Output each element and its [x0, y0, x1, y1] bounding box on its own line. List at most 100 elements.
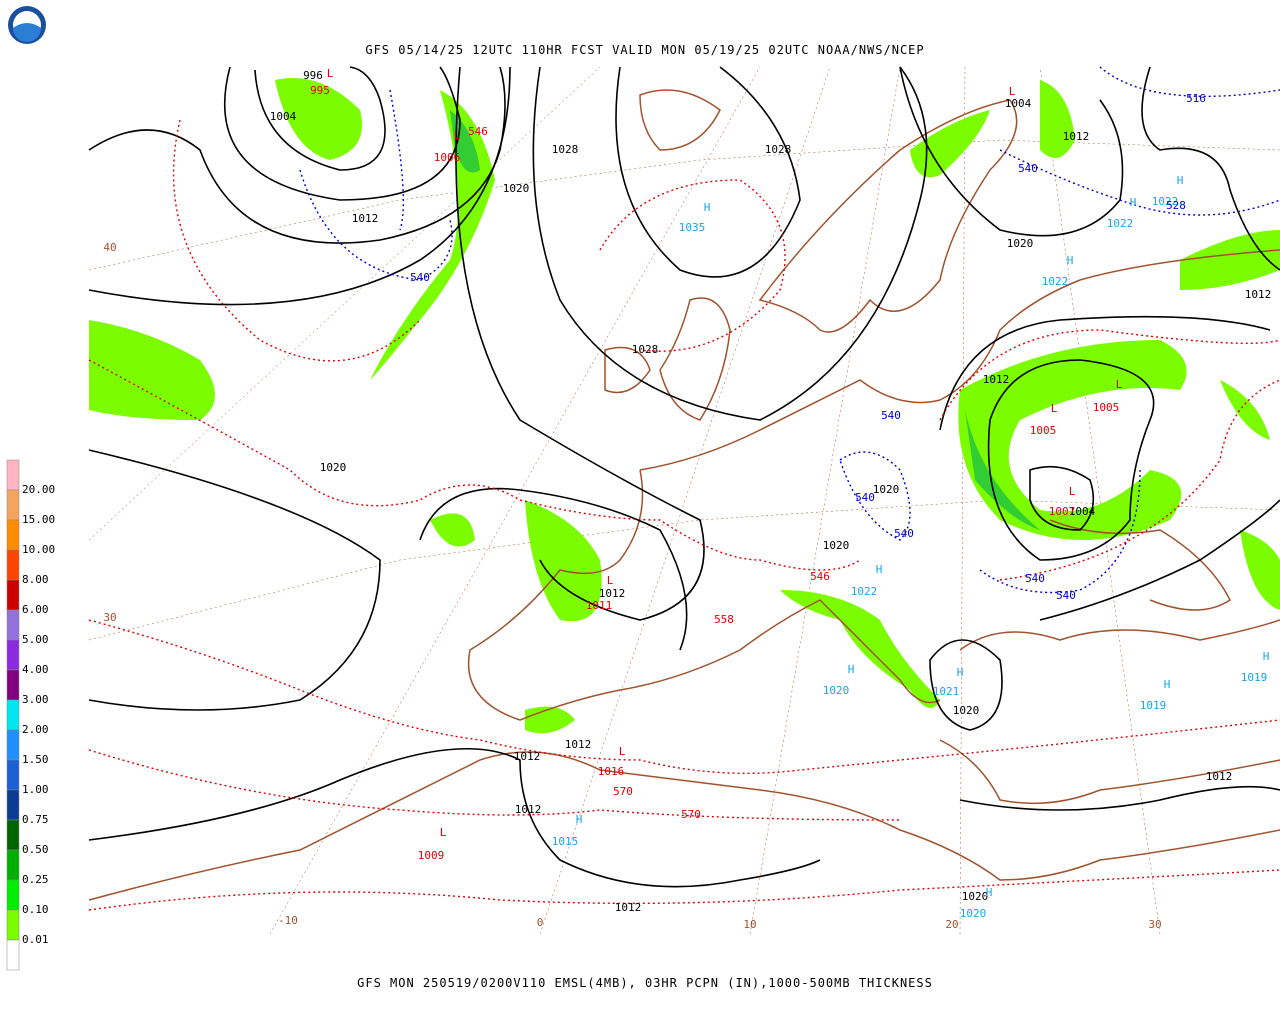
thickness-label: 540 [1025, 572, 1045, 585]
legend-swatch [6, 729, 20, 761]
high-value: 1020 [823, 684, 850, 697]
isobar-label: 1012 [514, 750, 541, 763]
isobar-label: 1020 [320, 461, 347, 474]
isobar-label: 1012 [615, 901, 642, 914]
legend-swatch [6, 819, 20, 851]
low-marker: L [1069, 485, 1076, 498]
isobar-label: 1012 [1206, 770, 1233, 783]
isobar-label: 1028 [632, 343, 659, 356]
grid-label: -10 [278, 914, 298, 927]
legend-swatch [6, 459, 20, 491]
legend-label: 0.75 [22, 813, 49, 826]
legend-swatch [6, 639, 20, 671]
high-marker: H [1263, 650, 1270, 663]
low-marker: L [454, 129, 461, 142]
thickness-label: 540 [1018, 162, 1038, 175]
lat-lon-grid [88, 66, 1280, 935]
legend-swatch [6, 879, 20, 911]
legend-swatch [6, 939, 20, 971]
low-marker: L [1009, 85, 1016, 98]
legend-label: 1.00 [22, 783, 49, 796]
thickness-label: 540 [894, 527, 914, 540]
low-value: 1009 [418, 849, 445, 862]
thickness-label: 540 [881, 409, 901, 422]
isobar-label: 1012 [1063, 130, 1090, 143]
legend-label: 20.00 [22, 483, 55, 496]
legend-label: 0.10 [22, 903, 49, 916]
noaa-logo [8, 6, 46, 44]
thickness-lines [88, 66, 1280, 911]
map-area [89, 67, 1280, 934]
thickness-label: 558 [714, 613, 734, 626]
legend-label: 3.00 [22, 693, 49, 706]
high-marker: H [876, 563, 883, 576]
legend-label: 2.00 [22, 723, 49, 736]
high-value: 1022 [1107, 217, 1134, 230]
high-value: 1022 [1042, 275, 1069, 288]
legend-label: 1.50 [22, 753, 49, 766]
legend-swatch [6, 849, 20, 881]
isobar-label: 1012 [565, 738, 592, 751]
grid-label: 40 [103, 241, 116, 254]
low-value: 995 [310, 84, 330, 97]
thickness-label: 516 [1186, 92, 1206, 105]
isobar-label: 1028 [552, 143, 579, 156]
isobar-label: 1020 [1007, 237, 1034, 250]
legend-swatch [6, 759, 20, 791]
low-marker: L [327, 67, 334, 80]
low-value: 1007 [1049, 505, 1076, 518]
legend-swatch [6, 789, 20, 821]
caption: GFS MON 250519/0200V110 EMSL(4MB), 03HR … [357, 976, 933, 990]
precipitation [89, 78, 1280, 734]
low-value: 1005 [1093, 401, 1120, 414]
isobar-label: 1012 [599, 587, 626, 600]
low-marker: L [1051, 402, 1058, 415]
legend-swatch [6, 549, 20, 581]
legend-swatch [6, 609, 20, 641]
isobar-label: 1012 [983, 373, 1010, 386]
thickness-label: 540 [410, 271, 430, 284]
isobar-label: 1012 [352, 212, 379, 225]
thickness-label: 546 [468, 125, 488, 138]
isobar-label: 1004 [1005, 97, 1032, 110]
grid-label: 20 [945, 918, 958, 931]
high-value: 1035 [679, 221, 706, 234]
thickness-label: 540 [1056, 589, 1076, 602]
low-marker: L [619, 745, 626, 758]
isobar-label: 1020 [503, 182, 530, 195]
high-value: 1019 [1241, 671, 1268, 684]
legend-swatch [6, 909, 20, 941]
high-value: 1015 [552, 835, 579, 848]
isobar-label: 1012 [515, 803, 542, 816]
thickness-label: 570 [613, 785, 633, 798]
legend: 20.00 15.00 10.00 8.00 6.00 5.00 4.00 3.00 2.00 1… [6, 459, 55, 971]
thickness-label: 546 [810, 570, 830, 583]
high-marker: H [848, 663, 855, 676]
legend-swatch [6, 669, 20, 701]
thickness-label: 528 [1166, 199, 1186, 212]
legend-label: 4.00 [22, 663, 49, 676]
legend-label: 15.00 [22, 513, 55, 526]
high-marker: H [1067, 254, 1074, 267]
isobar-label: 1004 [270, 110, 297, 123]
low-value: 1006 [434, 151, 461, 164]
legend-swatch [6, 699, 20, 731]
low-value: 1005 [1030, 424, 1057, 437]
isobar-label: 1028 [765, 143, 792, 156]
high-marker: H [957, 666, 964, 679]
high-marker: H [1130, 196, 1137, 209]
high-value: 1022 [851, 585, 878, 598]
high-marker: H [986, 886, 993, 899]
isobar-label: 1020 [823, 539, 850, 552]
coastlines [88, 89, 1280, 901]
legend-label: 0.50 [22, 843, 49, 856]
isobar-label: 1020 [962, 890, 989, 903]
isobar-label: 1020 [953, 704, 980, 717]
grid-label: 30 [103, 611, 116, 624]
low-value: 1011 [586, 599, 613, 612]
low-marker: L [1116, 378, 1123, 391]
high-marker: H [576, 813, 583, 826]
low-marker: L [607, 574, 614, 587]
